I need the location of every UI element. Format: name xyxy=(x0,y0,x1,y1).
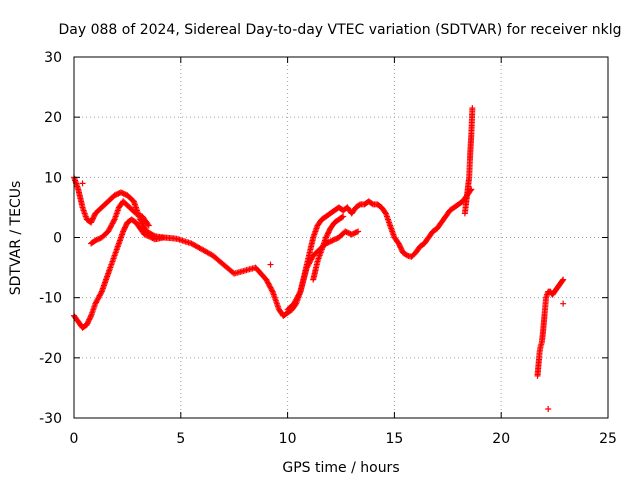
data-point xyxy=(382,209,389,216)
series-track-e xyxy=(284,228,362,313)
y-tick-label: -30 xyxy=(39,411,62,427)
data-point xyxy=(560,276,567,283)
data-point xyxy=(160,234,167,241)
data-point xyxy=(98,289,105,296)
y-tick-label: 0 xyxy=(53,231,62,247)
y-tick-label: -10 xyxy=(39,291,62,307)
series-track-b xyxy=(71,216,167,331)
x-tick-label: 20 xyxy=(492,431,510,447)
data-point xyxy=(340,213,347,220)
data-point xyxy=(339,214,346,221)
y-tick-label: 10 xyxy=(44,170,62,186)
data-point xyxy=(296,289,303,296)
data-points xyxy=(71,105,567,412)
y-axis-label: SDTVAR / TECUs xyxy=(8,181,24,296)
tick-labels: 0 5 10 15 20 25 -30 -20 -10 0 10 20 30 xyxy=(39,50,617,447)
series-track-f xyxy=(310,213,347,283)
data-point xyxy=(355,228,362,235)
y-tick-label: 20 xyxy=(44,110,62,126)
y-tick-label: 30 xyxy=(44,50,62,66)
x-tick-label: 25 xyxy=(599,431,617,447)
chart-title: Day 088 of 2024, Sidereal Day-to-day VTE… xyxy=(59,22,622,38)
data-point xyxy=(559,277,566,284)
series-track-h xyxy=(534,276,567,379)
outlier-point xyxy=(267,261,274,268)
x-tick-label: 10 xyxy=(279,431,297,447)
outlier-point xyxy=(79,180,86,187)
data-point xyxy=(353,229,360,236)
x-axis-label: GPS time / hours xyxy=(282,460,399,476)
data-point xyxy=(469,105,476,112)
x-tick-label: 5 xyxy=(176,431,185,447)
series-track-g xyxy=(461,105,476,217)
series-track-d xyxy=(280,186,475,319)
data-point xyxy=(144,221,151,228)
data-point xyxy=(87,314,94,321)
x-tick-label: 0 xyxy=(70,431,79,447)
x-tick-label: 15 xyxy=(385,431,403,447)
y-tick-label: -20 xyxy=(39,351,62,367)
axis-ticks xyxy=(73,56,609,419)
outlier-point xyxy=(545,405,552,412)
outlier-point xyxy=(560,300,567,307)
series-track-a xyxy=(71,174,287,319)
data-point xyxy=(145,222,152,229)
data-point xyxy=(268,287,275,294)
data-point xyxy=(110,217,117,224)
series-track-c xyxy=(88,198,152,247)
